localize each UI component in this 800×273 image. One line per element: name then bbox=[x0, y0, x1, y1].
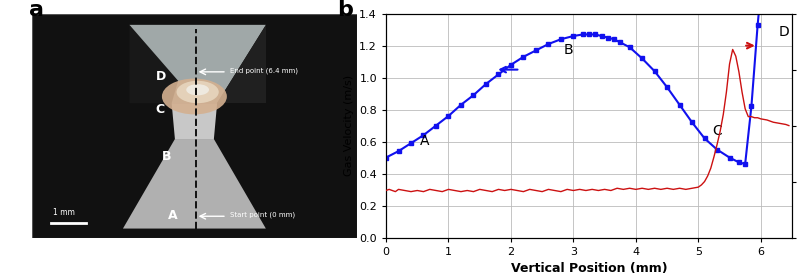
Ellipse shape bbox=[162, 79, 227, 114]
Polygon shape bbox=[130, 25, 266, 103]
Y-axis label: Gas Velocity (m/s): Gas Velocity (m/s) bbox=[344, 75, 354, 176]
Text: b: b bbox=[338, 0, 353, 20]
Ellipse shape bbox=[186, 84, 209, 95]
Text: A: A bbox=[420, 134, 430, 148]
Text: D: D bbox=[155, 70, 166, 83]
Ellipse shape bbox=[177, 81, 218, 103]
Polygon shape bbox=[123, 139, 266, 229]
Text: B: B bbox=[162, 150, 171, 164]
FancyBboxPatch shape bbox=[32, 14, 357, 238]
Text: B: B bbox=[564, 43, 574, 57]
Polygon shape bbox=[172, 103, 217, 139]
Text: A: A bbox=[169, 209, 178, 222]
Text: Start point (0 mm): Start point (0 mm) bbox=[230, 212, 295, 218]
Text: End point (6.4 mm): End point (6.4 mm) bbox=[230, 67, 298, 74]
Text: 1 mm: 1 mm bbox=[53, 208, 75, 217]
X-axis label: Vertical Position (mm): Vertical Position (mm) bbox=[510, 262, 667, 273]
Text: D: D bbox=[778, 25, 789, 39]
Text: C: C bbox=[712, 124, 722, 138]
Text: a: a bbox=[29, 0, 44, 20]
Text: C: C bbox=[155, 103, 165, 116]
Polygon shape bbox=[130, 25, 178, 103]
Polygon shape bbox=[217, 25, 266, 103]
